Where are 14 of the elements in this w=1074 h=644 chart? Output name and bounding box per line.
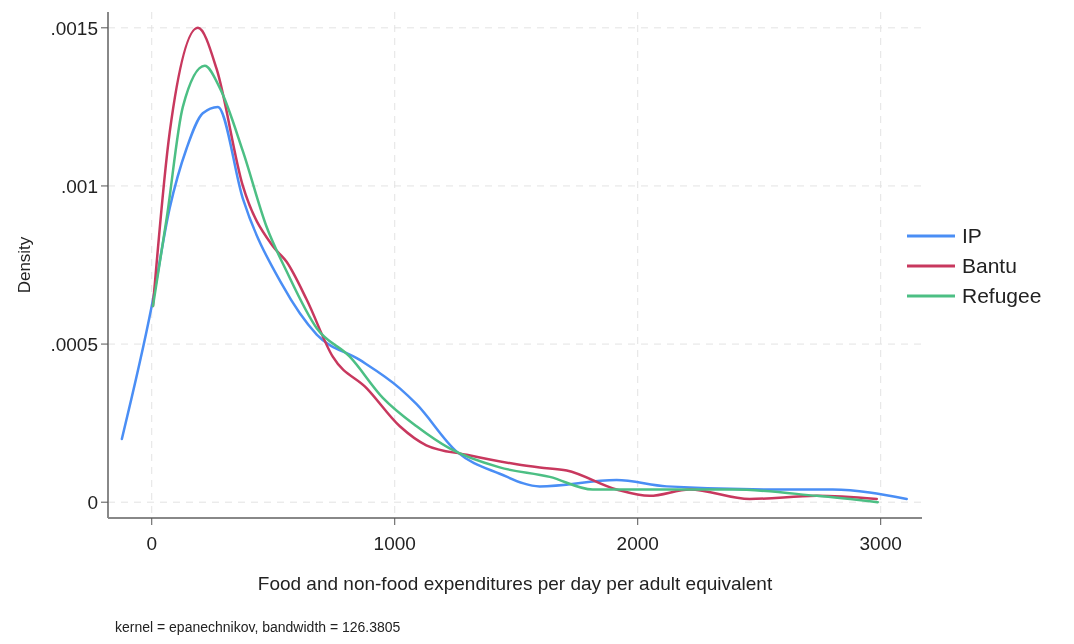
legend-label: IP xyxy=(962,224,982,247)
x-tick-label: 0 xyxy=(146,533,158,554)
legend-label: Bantu xyxy=(962,254,1017,277)
y-tick-label: .0015 xyxy=(50,17,98,39)
x-tick-label: 3000 xyxy=(859,533,902,554)
y-tick-label: 0 xyxy=(87,492,98,514)
x-tick-label: 1000 xyxy=(373,533,416,554)
text: kernel = epanechnikov, bandwidth = 126.3805 xyxy=(115,619,401,635)
legend-label: Refugee xyxy=(962,284,1042,307)
x-tick-label: 2000 xyxy=(616,533,659,554)
y-axis-title: Density xyxy=(15,236,34,294)
x-axis-title: Food and non-food expenditures per day per adult equivalent xyxy=(257,573,773,594)
y-tick-label: .0005 xyxy=(50,334,98,356)
y-tick-label: .001 xyxy=(61,175,98,197)
